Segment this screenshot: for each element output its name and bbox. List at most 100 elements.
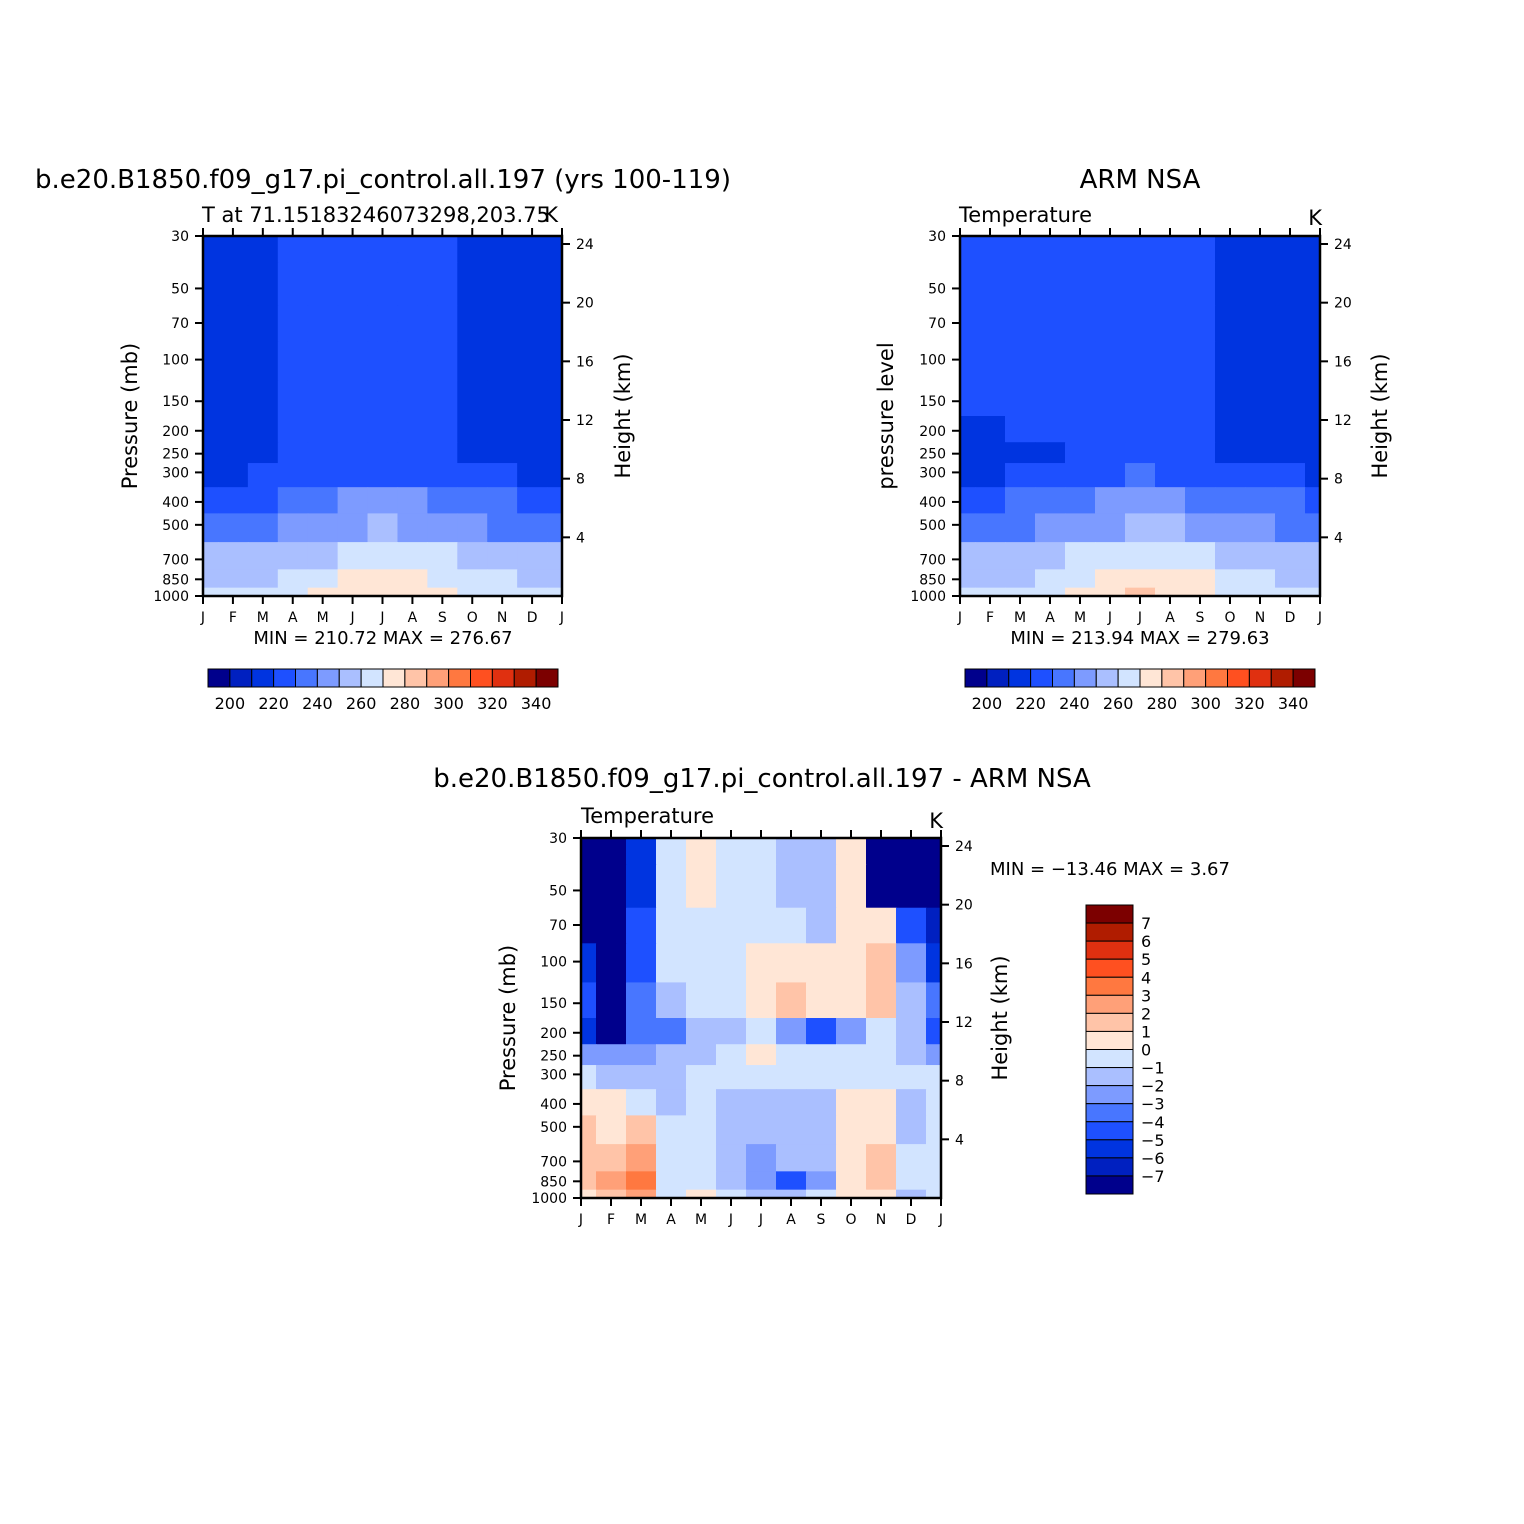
contour-cell — [203, 416, 219, 443]
contour-cell — [1005, 305, 1036, 342]
contour-field — [203, 236, 563, 597]
contour-cell — [746, 1044, 777, 1066]
contour-cell — [776, 1044, 807, 1066]
contour-cell — [1125, 463, 1156, 488]
contour-cell — [746, 864, 777, 909]
contour-cell — [1065, 305, 1096, 342]
contour-cell — [1065, 463, 1096, 488]
contour-cell — [307, 487, 339, 514]
contour-cell — [277, 569, 309, 589]
panel-subtitle: Temperature — [580, 804, 714, 828]
contour-cell — [367, 416, 399, 443]
contour-cell — [806, 1115, 837, 1145]
colorbar-label: 240 — [1059, 694, 1090, 713]
contour-cell — [1095, 587, 1126, 597]
y-tick-label: 70 — [928, 316, 946, 332]
contour-cell — [277, 262, 309, 307]
panel-title: b.e20.B1850.f09_g17.pi_control.all.197 -… — [433, 764, 1091, 794]
contour-cell — [1245, 236, 1276, 263]
colorbar-box — [426, 668, 450, 688]
colorbar-label: 260 — [1103, 694, 1134, 713]
colorbar-label: −3 — [1141, 1095, 1165, 1114]
contour-cell — [656, 1115, 687, 1145]
contour-cell — [217, 569, 249, 589]
x-tick-label: S — [438, 610, 447, 626]
contour-cell — [716, 907, 747, 944]
contour-cell — [926, 1044, 942, 1066]
contour-cell — [547, 305, 563, 342]
panel-title: ARM NSA — [1080, 165, 1201, 195]
colorbar-box — [986, 668, 1010, 688]
contour-cell — [776, 943, 807, 984]
contour-cell — [517, 442, 548, 464]
colorbar-label: 7 — [1141, 914, 1151, 933]
contour-cell — [397, 305, 428, 342]
contour-cell — [397, 341, 428, 382]
contour-cell — [367, 542, 399, 570]
contour-cell — [307, 262, 339, 307]
colorbar-box — [382, 668, 406, 688]
contour-cell — [1155, 442, 1186, 464]
colorbar-box — [1095, 668, 1119, 688]
contour-cell — [1005, 236, 1036, 263]
x-tick-label: D — [527, 610, 538, 626]
contour-cell — [247, 487, 279, 514]
contour-cell — [960, 341, 976, 382]
colorbar-label: −6 — [1141, 1149, 1165, 1168]
contour-cell — [960, 587, 976, 597]
contour-cell — [203, 380, 219, 417]
x-tick-label: O — [467, 610, 478, 626]
contour-cell — [975, 513, 1006, 543]
contour-cell — [1185, 341, 1216, 382]
contour-cell — [487, 587, 518, 597]
contour-cell — [517, 380, 548, 417]
contour-cell — [337, 380, 369, 417]
contour-cell — [975, 380, 1006, 417]
colorbar-box — [1183, 668, 1207, 688]
colorbar-box — [1085, 1139, 1134, 1159]
contour-cell — [1035, 236, 1066, 263]
contour-cell — [457, 262, 488, 307]
contour-cell — [1245, 416, 1276, 443]
contour-cell — [896, 838, 927, 865]
height-tick-label: 8 — [1334, 472, 1343, 488]
contour-cell — [1095, 236, 1126, 263]
colorbar-label: 340 — [1278, 694, 1309, 713]
contour-cell — [581, 864, 597, 909]
contour-cell — [1275, 569, 1306, 589]
contour-cell — [626, 982, 657, 1019]
contour-cell — [776, 1115, 807, 1145]
colorbar-box — [491, 668, 515, 688]
contour-cell — [926, 1065, 942, 1090]
height-tick-label: 4 — [576, 530, 585, 546]
contour-cell — [626, 1089, 657, 1116]
contour-cell — [975, 463, 1006, 488]
y-tick-label: 1000 — [531, 1191, 567, 1207]
height-tick-label: 8 — [955, 1074, 964, 1090]
contour-cell — [307, 569, 339, 589]
contour-cell — [427, 542, 458, 570]
y-tick-label: 30 — [171, 229, 189, 245]
contour-cell — [806, 943, 837, 984]
x-tick-label: O — [1224, 610, 1235, 626]
contour-cell — [247, 513, 279, 543]
contour-cell — [307, 341, 339, 382]
contour-cell — [716, 1144, 747, 1172]
contour-cell — [337, 305, 369, 342]
contour-cell — [203, 305, 219, 342]
contour-cell — [656, 1171, 687, 1191]
contour-cell — [1035, 442, 1066, 464]
contour-cell — [307, 416, 339, 443]
contour-cell — [1215, 341, 1246, 382]
units-label: K — [544, 203, 559, 227]
contour-cell — [806, 1171, 837, 1191]
contour-cell — [1215, 380, 1246, 417]
contour-cell — [1185, 305, 1216, 342]
contour-cell — [656, 907, 687, 944]
height-tick-label: 12 — [1334, 413, 1352, 429]
contour-cell — [277, 305, 309, 342]
contour-cell — [926, 1089, 942, 1116]
contour-cell — [960, 442, 976, 464]
contour-cell — [656, 1189, 687, 1199]
contour-cell — [337, 487, 369, 514]
